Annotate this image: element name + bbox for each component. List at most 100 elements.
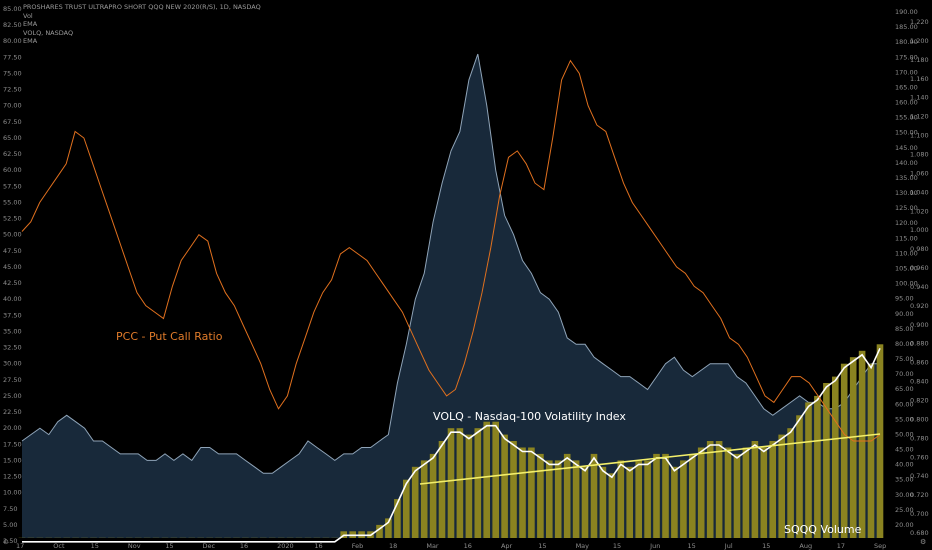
volume-bar <box>733 453 741 538</box>
x-axis-tick: Aug <box>799 542 812 550</box>
x-axis-tick: Jul <box>724 542 733 550</box>
right-axis-tick: 95.00 <box>895 295 914 303</box>
right-axis-ratio-tick: 1.220 <box>910 18 929 26</box>
legend-ema[interactable]: EMA <box>23 20 38 28</box>
x-axis-tick: May <box>576 542 590 550</box>
left-axis-tick: 52.50 <box>3 215 22 223</box>
right-axis-tick: 45.00 <box>895 446 914 454</box>
right-axis-ratio-tick: 0.680 <box>910 529 929 537</box>
right-axis-tick: 130.00 <box>895 189 918 197</box>
right-axis-tick: 40.00 <box>895 461 914 469</box>
left-axis-tick: 32.50 <box>3 344 22 352</box>
volume-bar <box>724 447 732 538</box>
volume-bar <box>438 441 446 538</box>
legend-volq[interactable]: VOLQ, NASDAQ <box>23 28 74 37</box>
right-axis-ratio-tick: 0.760 <box>910 453 929 461</box>
x-axis-tick: 16 <box>240 542 248 550</box>
volume-bar <box>653 453 660 538</box>
left-axis-tick: 82.50 <box>3 21 22 29</box>
timezone-icon[interactable]: ⊙ <box>3 538 9 546</box>
right-axis-ratio-tick: 0.800 <box>910 415 929 423</box>
volume-bar <box>394 499 401 538</box>
legend-ema2[interactable]: EMA <box>23 37 38 45</box>
volume-bar <box>492 421 499 538</box>
right-axis-tick: 60.00 <box>895 400 914 408</box>
settings-icon[interactable]: ⚙ <box>920 538 927 546</box>
x-axis-tick: 15 <box>762 542 770 550</box>
volume-bar <box>528 447 535 538</box>
right-axis-tick: 30.00 <box>895 491 914 499</box>
volume-bar <box>832 376 839 538</box>
right-axis-tick: 180.00 <box>895 38 918 46</box>
volume-bar <box>787 428 794 538</box>
x-axis-tick: Oct <box>53 542 65 550</box>
volume-bar <box>644 460 651 538</box>
chart-legend: PROSHARES TRUST ULTRAPRO SHORT QQQ NEW 2… <box>23 3 261 46</box>
volume-bar <box>689 453 696 538</box>
left-axis-tick: 80.00 <box>3 37 22 45</box>
volume-trendline <box>419 433 881 485</box>
left-axis-tick: 20.00 <box>3 424 22 432</box>
right-axis-tick: 80.00 <box>895 340 914 348</box>
annotation-sqqq: SQQQ Volume <box>784 523 862 536</box>
right-axis-tick: 105.00 <box>895 265 918 273</box>
left-axis-tick: 77.50 <box>3 53 22 61</box>
right-axis-tick: 110.00 <box>895 249 918 257</box>
right-axis-ratio-tick: 0.900 <box>910 321 929 329</box>
right-axis-ratio-tick: 0.740 <box>910 472 929 480</box>
volume-bar <box>697 447 705 538</box>
left-axis-tick: 12.50 <box>3 473 22 481</box>
x-axis-tick: Jun <box>649 542 660 550</box>
right-axis-tick: 160.00 <box>895 99 918 107</box>
right-axis-tick: 125.00 <box>895 204 918 212</box>
left-axis-tick: 72.50 <box>3 86 22 94</box>
volume-bar <box>456 428 464 538</box>
x-axis-tick: Sep <box>874 542 886 550</box>
volume-bar <box>626 466 633 538</box>
volume-bar <box>876 344 884 538</box>
volume-bar <box>465 434 473 538</box>
left-axis-tick: 15.00 <box>3 456 22 464</box>
right-axis-tick: 185.00 <box>895 23 918 31</box>
volume-bar <box>546 460 553 538</box>
x-axis-tick: 15 <box>613 542 621 550</box>
x-axis-tick: 17 <box>837 542 845 550</box>
volume-bar <box>483 421 490 538</box>
right-axis-tick: 65.00 <box>895 385 914 393</box>
left-axis-tick: 70.00 <box>3 102 22 110</box>
volume-bar <box>617 460 625 538</box>
x-axis-tick: 15 <box>91 542 99 550</box>
right-axis-tick: 25.00 <box>895 506 914 514</box>
right-axis-tick: 75.00 <box>895 355 914 363</box>
left-axis-tick: 45.00 <box>3 263 22 271</box>
right-axis-ratio-tick: 1.120 <box>910 113 929 121</box>
volume-bar <box>608 473 616 538</box>
volq-line <box>21 53 880 474</box>
volume-bar <box>680 460 687 538</box>
volume-bar <box>385 518 392 538</box>
legend-vol[interactable]: Vol <box>23 11 33 20</box>
right-axis-tick: 55.00 <box>895 415 914 423</box>
volume-ema-line <box>22 347 881 543</box>
volume-bar <box>563 453 571 538</box>
volume-bar <box>590 453 598 538</box>
volume-bar <box>510 441 517 538</box>
legend-symbol[interactable]: PROSHARES TRUST ULTRAPRO SHORT QQQ NEW 2… <box>23 3 261 11</box>
right-axis-ratio-tick: 0.820 <box>910 397 929 405</box>
right-axis-ratio-tick: 0.700 <box>910 510 929 518</box>
volume-bar <box>840 363 848 538</box>
x-axis-tick: Feb <box>352 542 364 550</box>
right-axis-ratio-tick: 1.140 <box>910 94 929 102</box>
volume-bar <box>429 453 437 538</box>
volume-bar <box>554 460 562 538</box>
volume-bar <box>420 460 428 538</box>
volume-bar <box>769 441 776 538</box>
x-axis-tick: Mar <box>426 542 439 550</box>
right-axis-tick: 170.00 <box>895 68 918 76</box>
left-axis-tick: 7.50 <box>3 505 17 513</box>
annotation-volq: VOLQ - Nasdaq-100 Volatility Index <box>433 410 626 423</box>
right-axis-ratio-tick: 1.200 <box>910 37 929 45</box>
left-axis-tick: 50.00 <box>3 231 22 239</box>
x-axis-tick: Nov <box>128 542 141 550</box>
